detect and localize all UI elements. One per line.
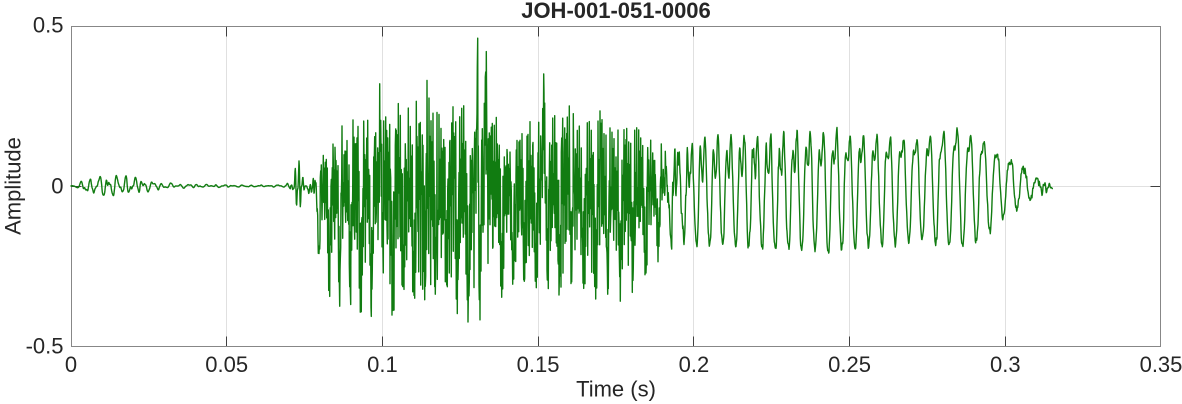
svg-text:0.5: 0.5 (33, 13, 64, 38)
svg-text:-0.5: -0.5 (26, 334, 64, 359)
svg-text:0: 0 (51, 174, 63, 199)
svg-text:0.3: 0.3 (990, 352, 1021, 377)
svg-text:0.25: 0.25 (828, 352, 871, 377)
svg-text:0: 0 (65, 352, 77, 377)
svg-text:0.1: 0.1 (367, 352, 398, 377)
svg-text:Amplitude: Amplitude (1, 137, 26, 235)
svg-text:0.15: 0.15 (517, 352, 560, 377)
svg-text:0.35: 0.35 (1140, 352, 1182, 377)
svg-text:JOH-001-051-0006: JOH-001-051-0006 (521, 0, 711, 23)
svg-text:0.2: 0.2 (679, 352, 710, 377)
svg-text:0.05: 0.05 (205, 352, 248, 377)
svg-text:Time (s): Time (s) (576, 377, 656, 402)
